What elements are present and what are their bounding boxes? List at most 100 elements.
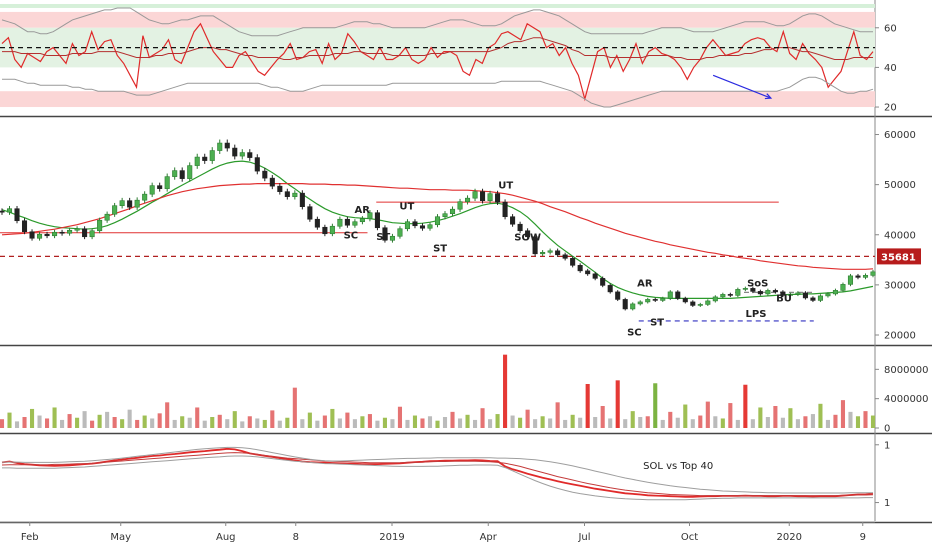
candle-body: [802, 292, 808, 299]
candle-body: [795, 292, 801, 295]
candle-body: [472, 191, 478, 199]
volume-bar: [75, 417, 80, 428]
volume-bar: [90, 420, 95, 428]
candle-body: [832, 290, 838, 295]
volume-bar: [563, 419, 568, 428]
candle-body: [502, 201, 508, 218]
candle-body: [359, 218, 365, 223]
candle-body: [44, 233, 50, 237]
rs-tick-label: 1: [884, 498, 890, 509]
rsi-series-line: [1, 22, 874, 102]
volume-bar: [698, 415, 703, 428]
volume-bar: [720, 418, 725, 428]
candle-body: [217, 142, 223, 151]
volume-bar: [525, 409, 530, 428]
volume-bar: [367, 414, 372, 428]
candle-body: [202, 156, 208, 161]
volume-bar: [37, 415, 42, 428]
volume-bar: [510, 415, 515, 428]
candle-body: [577, 265, 583, 272]
candle-body: [322, 226, 328, 235]
wyckoff-label: SC: [344, 230, 359, 241]
volume-bar: [127, 409, 132, 428]
candle-body: [720, 294, 726, 298]
candle-body: [757, 291, 763, 295]
candle-body: [52, 231, 58, 237]
candle-body: [510, 216, 516, 225]
wyckoff-label: AR: [355, 205, 371, 216]
volume-bar: [322, 415, 327, 428]
rsi-band: [0, 11, 875, 28]
volume-bar: [52, 407, 57, 428]
volume-bar: [270, 410, 275, 428]
candle-body: [780, 291, 786, 296]
candle-body: [314, 218, 320, 228]
candle-body: [817, 295, 823, 301]
candle-body: [712, 296, 718, 302]
candle-body: [337, 218, 343, 227]
candle-body: [149, 185, 155, 195]
candle-body: [232, 147, 238, 157]
candle-body: [329, 225, 335, 235]
volume-bar: [442, 417, 448, 428]
volume-bar: [210, 417, 215, 428]
volume-bar: [382, 417, 387, 428]
volume-bar: [705, 401, 710, 428]
volume-bar: [585, 384, 590, 428]
candle-body: [465, 197, 471, 202]
candle-body: [690, 301, 696, 306]
volume-bar: [765, 417, 770, 428]
candle-body: [224, 142, 230, 149]
candle-body: [742, 288, 748, 290]
rsi-series-line: [2, 76, 874, 108]
volume-bar: [285, 417, 290, 428]
volume-bar: [345, 412, 350, 428]
volume-bar: [503, 354, 508, 428]
price-tick-label: 40000: [884, 230, 916, 241]
rs-tick-label: 1: [884, 440, 890, 451]
x-tick-label: Apr: [480, 532, 498, 543]
x-tick-label: 2020: [777, 532, 802, 543]
wyckoff-label: SOW: [514, 232, 541, 243]
volume-bar: [863, 411, 868, 428]
volume-bar: [390, 419, 395, 428]
volume-bar: [22, 417, 27, 428]
candle-body: [870, 271, 876, 276]
volume-bar: [638, 417, 643, 428]
volume-bar: [172, 419, 177, 428]
candle-body: [427, 224, 433, 229]
candle-body: [697, 304, 703, 306]
wyckoff-label: UT: [399, 202, 414, 213]
volume-bar: [157, 413, 162, 428]
volume-bar: [307, 412, 312, 428]
volume-bar: [240, 421, 245, 428]
volume-bar: [292, 387, 297, 428]
candle-body: [284, 191, 290, 197]
volume-bar: [623, 419, 628, 428]
candle-body: [540, 251, 546, 255]
candle-body: [74, 228, 80, 231]
candle-body: [82, 228, 88, 238]
volume-bar: [743, 384, 748, 428]
candle-body: [172, 170, 178, 177]
wyckoff-label: ST: [433, 243, 447, 254]
candle-body: [532, 236, 538, 255]
candle-body: [487, 193, 493, 201]
rsi-tick-label: 40: [884, 63, 897, 74]
x-tick-label: 9: [860, 532, 866, 543]
volume-bar: [615, 380, 620, 428]
volume-bar: [533, 419, 538, 428]
candle-body: [682, 298, 688, 303]
price-tick-label: 20000: [884, 330, 916, 341]
volume-bar: [690, 419, 695, 428]
volume-bar: [187, 417, 192, 428]
volume-bar: [593, 417, 598, 428]
volume-bar: [833, 414, 838, 428]
volume-bar: [262, 419, 267, 428]
volume-bar: [60, 419, 65, 428]
candle-body: [442, 213, 448, 218]
volume-bar: [277, 420, 282, 428]
wyckoff-label: ST: [376, 232, 390, 243]
candle-body: [675, 291, 681, 299]
